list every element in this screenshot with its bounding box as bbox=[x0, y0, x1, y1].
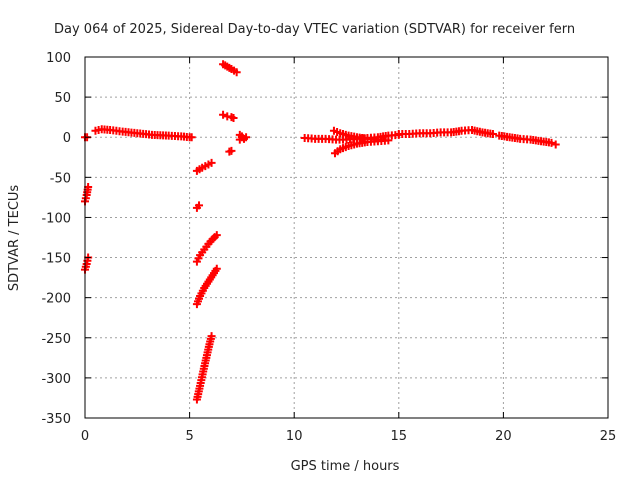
data-series-segment bbox=[330, 136, 393, 158]
data-series-segment bbox=[81, 182, 93, 206]
y-tick-label: -50 bbox=[50, 171, 71, 186]
x-tick-label: 25 bbox=[600, 429, 617, 444]
data-series-segment bbox=[225, 146, 236, 156]
data-points bbox=[81, 60, 560, 404]
data-point bbox=[207, 332, 216, 341]
data-point bbox=[187, 133, 196, 142]
data-series-segment bbox=[219, 60, 241, 77]
data-point bbox=[212, 231, 221, 240]
data-point bbox=[547, 138, 556, 147]
data-series-segment bbox=[81, 253, 93, 274]
y-tick-label: -200 bbox=[41, 292, 71, 307]
data-series-segment bbox=[192, 231, 221, 266]
x-tick-label: 0 bbox=[81, 429, 89, 444]
data-point bbox=[212, 264, 221, 273]
x-axis-label: GPS time / hours bbox=[291, 459, 400, 474]
y-axis-label: SDTVAR / TECUs bbox=[7, 185, 22, 292]
data-series-segment bbox=[91, 125, 196, 142]
data-point bbox=[207, 158, 216, 167]
data-point bbox=[227, 146, 236, 155]
data-point bbox=[235, 135, 244, 144]
chart-title: Day 064 of 2025, Sidereal Day-to-day VTE… bbox=[54, 22, 575, 37]
axes: 0 5 10 15 20 25 100 50 0 -50 -100 -150 -200 -250 -300 -… bbox=[41, 51, 616, 444]
data-series-segment bbox=[192, 332, 216, 404]
x-tick-label: 15 bbox=[391, 429, 408, 444]
y-tick-label: -300 bbox=[41, 372, 71, 387]
y-tick-label: 50 bbox=[54, 91, 71, 106]
data-point bbox=[229, 113, 238, 122]
data-series-segment bbox=[495, 131, 560, 149]
grid-lines bbox=[85, 57, 608, 418]
y-tick-label: -250 bbox=[41, 332, 71, 347]
x-tick-label: 10 bbox=[286, 429, 303, 444]
x-tick-label: 20 bbox=[495, 429, 512, 444]
y-tick-label: -100 bbox=[41, 211, 71, 226]
data-point bbox=[384, 136, 393, 145]
y-tick-label: 0 bbox=[63, 131, 71, 146]
data-point bbox=[219, 110, 228, 119]
plot-frame bbox=[84, 56, 609, 419]
data-point bbox=[488, 130, 497, 139]
data-series-segment bbox=[235, 130, 251, 144]
y-tick-label: -350 bbox=[41, 412, 71, 427]
data-point bbox=[551, 140, 560, 149]
data-series-segment bbox=[394, 126, 497, 139]
data-series-segment bbox=[192, 158, 216, 175]
y-tick-label: -150 bbox=[41, 252, 71, 267]
data-series-segment bbox=[192, 264, 221, 309]
x-tick-label: 5 bbox=[185, 429, 193, 444]
data-point bbox=[232, 68, 241, 77]
data-series-segment bbox=[219, 110, 238, 122]
data-point bbox=[195, 201, 204, 210]
data-series-segment bbox=[192, 201, 204, 212]
y-tick-label: 100 bbox=[46, 51, 71, 66]
